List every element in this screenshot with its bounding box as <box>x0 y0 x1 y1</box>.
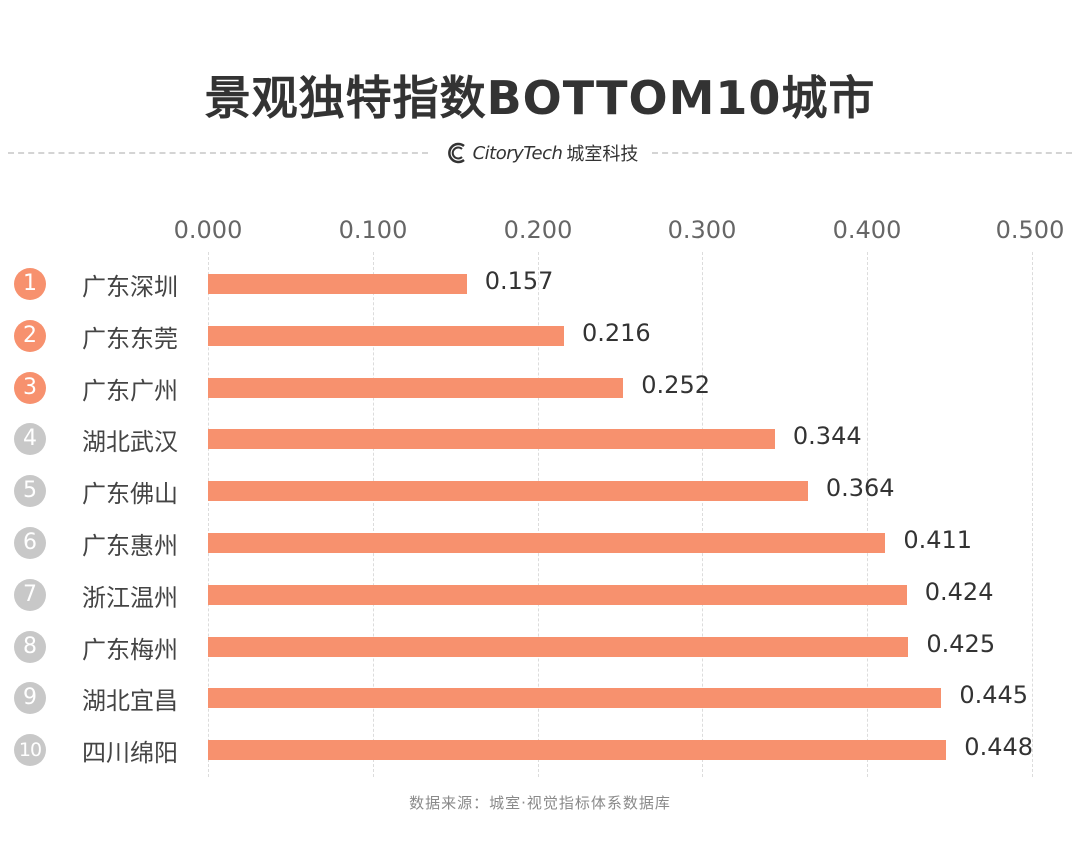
x-tick-label: 0.000 <box>173 216 243 244</box>
bar-row: 3 广东广州 0.252 <box>0 368 1080 408</box>
x-tick-label: 0.300 <box>667 216 737 244</box>
bar-row: 1 广东深圳 0.157 <box>0 264 1080 304</box>
bar-row: 2 广东东莞 0.216 <box>0 316 1080 356</box>
rank-badge: 5 <box>14 475 46 508</box>
x-tick-label: 0.400 <box>832 216 902 244</box>
city-label: 广东东莞 <box>82 324 178 353</box>
bar <box>208 377 624 398</box>
divider-left <box>8 152 428 154</box>
rank-badge: 9 <box>14 682 46 715</box>
value-label: 0.425 <box>926 629 996 658</box>
value-label: 0.424 <box>924 577 994 606</box>
brand-name-en: CitoryTech <box>472 142 563 164</box>
bar <box>208 584 907 605</box>
city-label: 四川绵阳 <box>82 739 178 768</box>
city-label: 广东惠州 <box>82 532 178 560</box>
gridline <box>702 252 703 777</box>
city-label: 浙江温州 <box>82 583 178 612</box>
bar <box>208 636 909 657</box>
gridline <box>538 252 539 777</box>
value-label: 0.216 <box>581 318 651 347</box>
bar-row: 6 广东惠州 0.411 <box>0 523 1080 563</box>
bar-row: 10 四川绵阳 0.448 <box>0 730 1080 770</box>
bar <box>208 533 886 553</box>
value-label: 0.411 <box>903 526 973 554</box>
value-label: 0.344 <box>792 422 862 451</box>
city-label: 湖北武汉 <box>82 428 178 457</box>
brand-divider: CitoryTech 城室科技 <box>0 138 1080 168</box>
bar <box>208 688 942 709</box>
rank-badge: 2 <box>14 319 46 352</box>
rank-badge: 4 <box>14 423 46 456</box>
city-label: 湖北宜昌 <box>82 687 178 716</box>
value-label: 0.157 <box>484 267 554 295</box>
city-label: 广东佛山 <box>82 480 178 509</box>
citorytech-c-logo-icon <box>447 142 465 164</box>
bar-row: 9 湖北宜昌 0.445 <box>0 678 1080 718</box>
value-label: 0.252 <box>641 370 710 399</box>
rank-badge: 1 <box>14 268 46 300</box>
bar-row: 4 湖北武汉 0.344 <box>0 419 1080 459</box>
value-label: 0.448 <box>964 733 1034 762</box>
value-label: 0.445 <box>959 681 1029 710</box>
city-label: 广东梅州 <box>82 635 178 664</box>
value-label: 0.364 <box>825 474 895 503</box>
city-label: 广东广州 <box>82 376 178 405</box>
rank-badge: 6 <box>14 527 46 559</box>
bar-row: 5 广东佛山 0.364 <box>0 471 1080 511</box>
rank-badge: 3 <box>14 371 46 404</box>
divider-right <box>652 152 1072 154</box>
brand-logo: CitoryTech 城室科技 <box>440 138 645 168</box>
bar <box>208 274 467 294</box>
rank-badge: 10 <box>14 734 46 767</box>
page-title: 景观独特指数BOTTOM10城市 <box>204 71 876 125</box>
gridline <box>373 252 374 777</box>
x-tick-label: 0.500 <box>995 216 1065 244</box>
gridline <box>208 252 209 777</box>
rank-badge: 8 <box>14 630 46 663</box>
bar <box>208 429 775 450</box>
x-tick-label: 0.100 <box>338 216 408 244</box>
rank-badge: 7 <box>14 578 46 611</box>
gridline <box>867 252 868 777</box>
bar <box>208 740 947 761</box>
bar <box>208 325 564 346</box>
gridline <box>1032 252 1033 777</box>
bar-row: 7 浙江温州 0.424 <box>0 575 1080 615</box>
data-source-note: 数据来源：城室·视觉指标体系数据库 <box>409 794 671 812</box>
bar <box>208 481 808 502</box>
bar-row: 8 广东梅州 0.425 <box>0 627 1080 667</box>
x-tick-label: 0.200 <box>503 216 573 244</box>
city-label: 广东深圳 <box>82 273 178 301</box>
brand-name-cn: 城室科技 <box>566 144 639 165</box>
